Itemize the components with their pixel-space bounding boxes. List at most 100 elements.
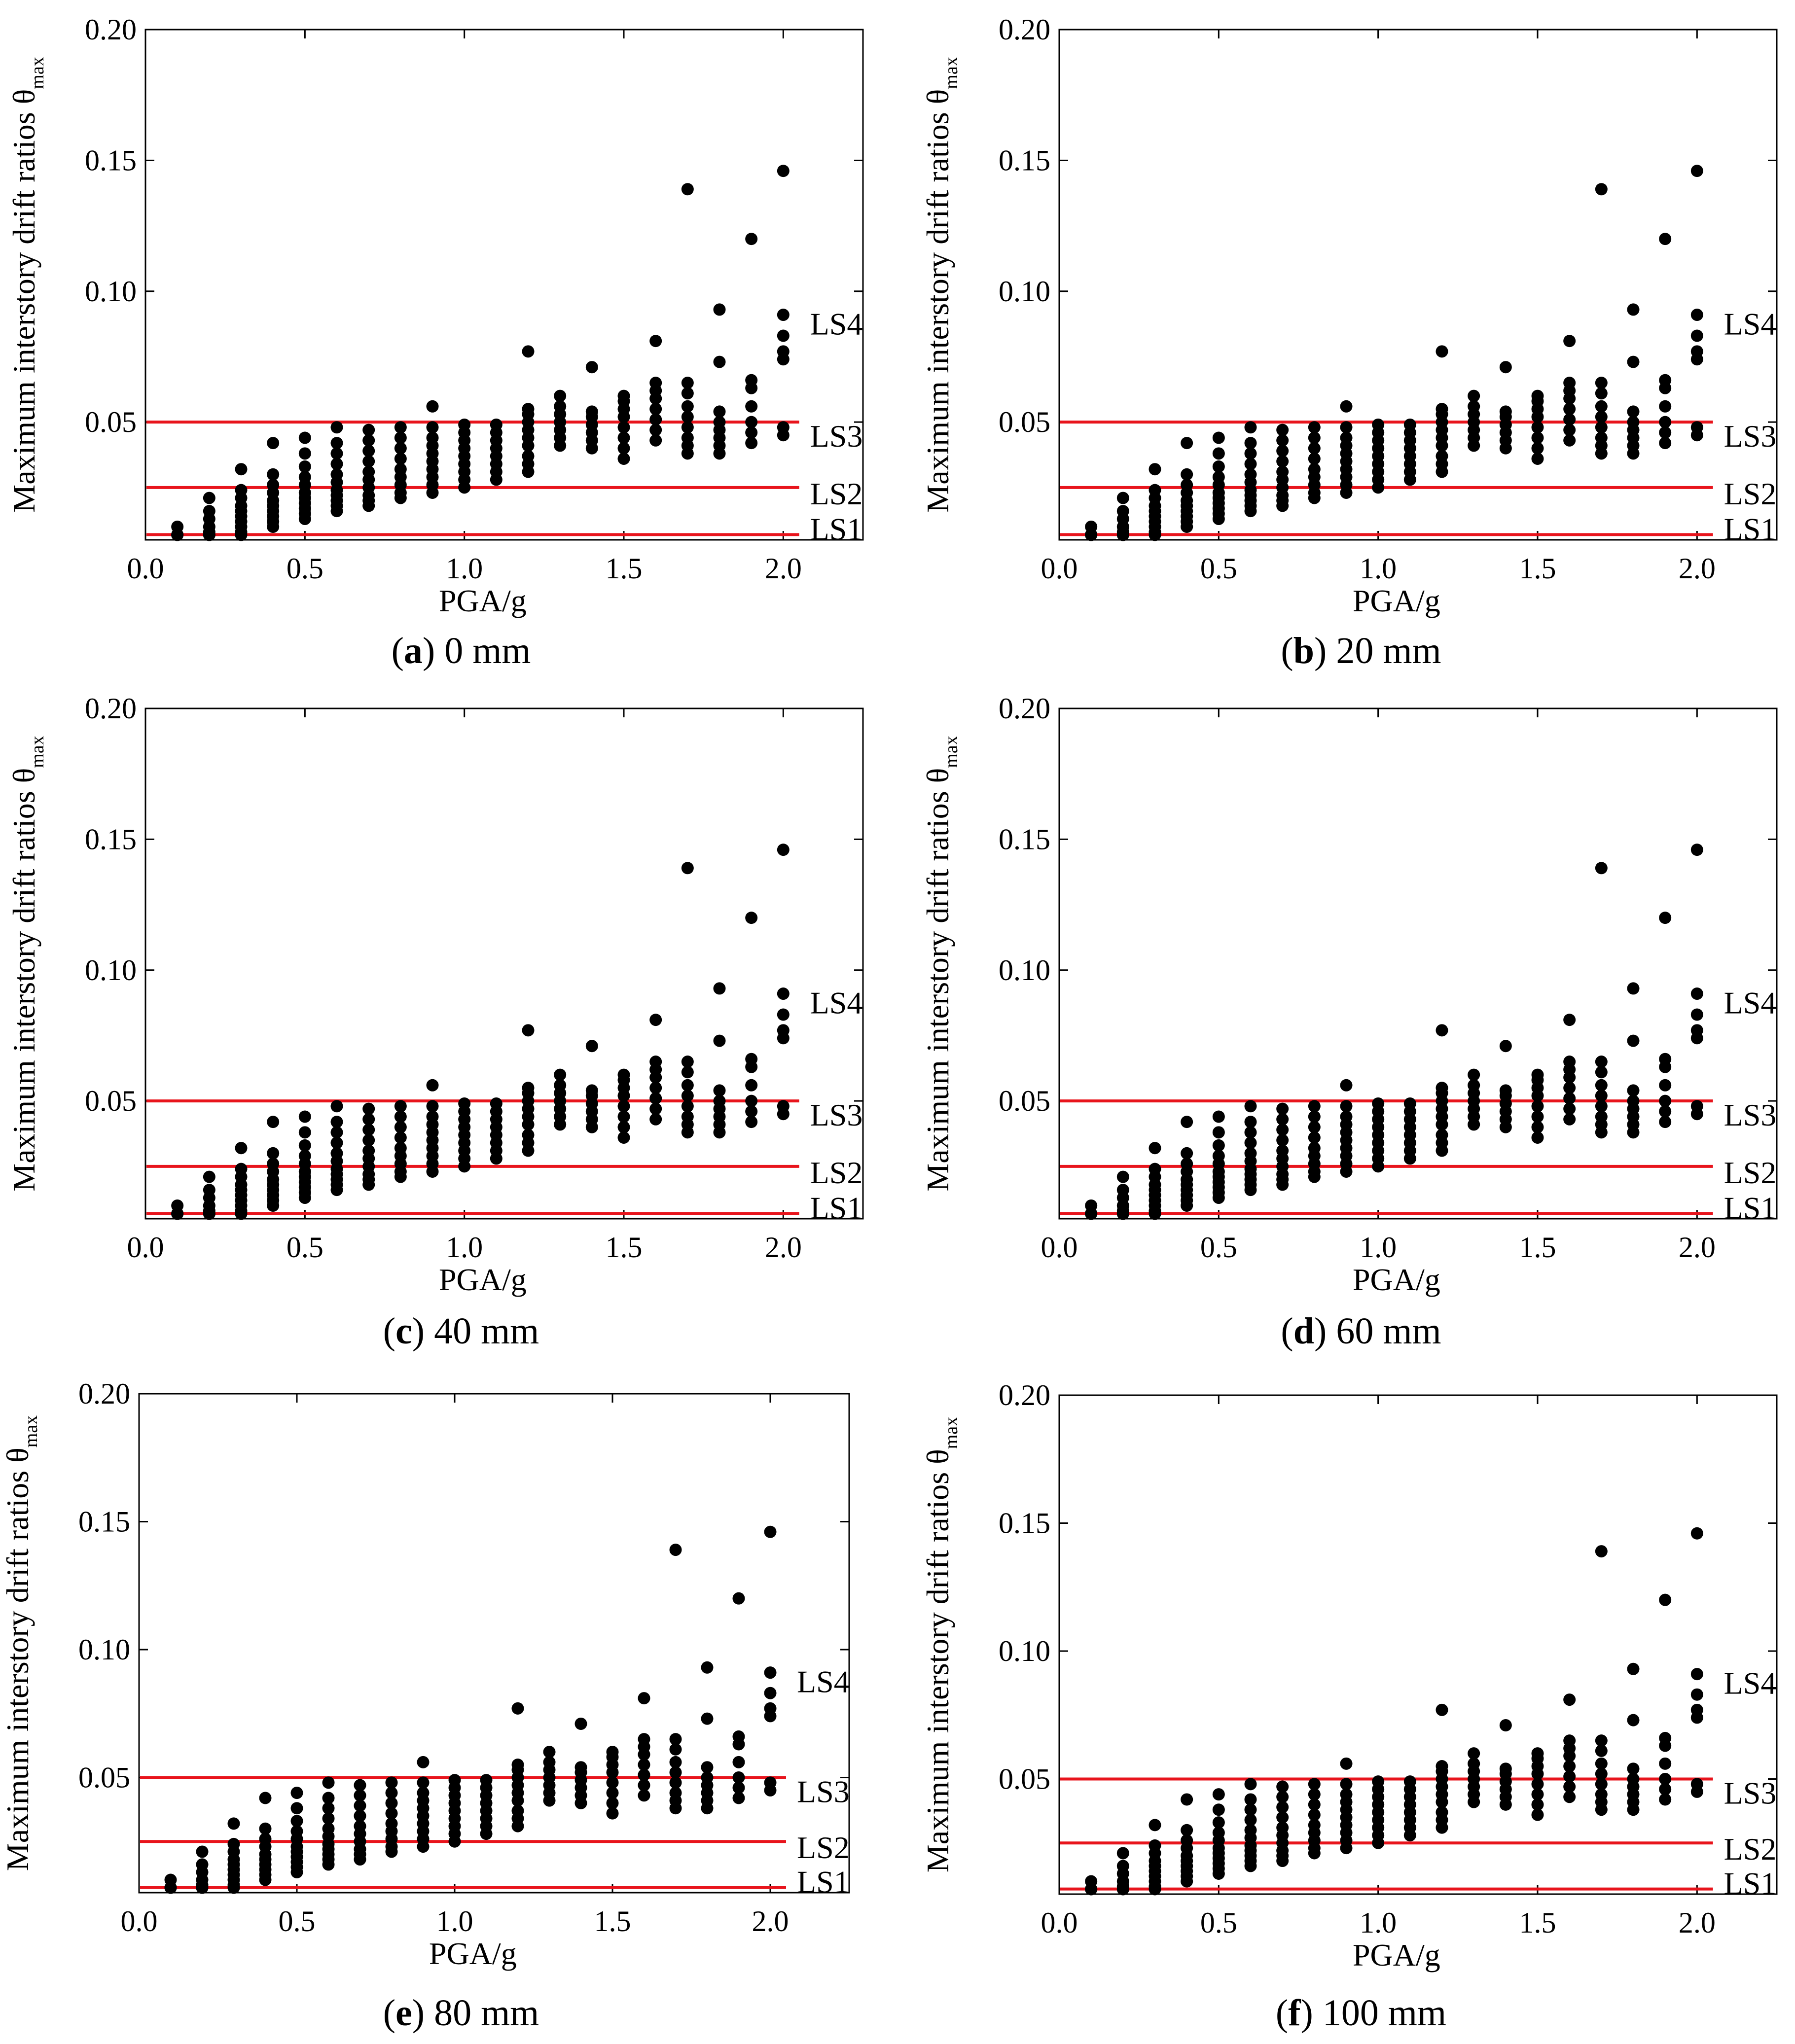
data-point — [1403, 1097, 1416, 1110]
data-point — [330, 447, 343, 460]
data-point — [362, 1134, 375, 1147]
data-point — [1659, 1593, 1672, 1606]
data-point — [1531, 1121, 1544, 1133]
data-point — [1690, 1024, 1703, 1037]
data-point — [267, 437, 280, 450]
caption-close-paren: ) — [423, 630, 444, 671]
data-point — [554, 1068, 567, 1081]
data-point — [777, 844, 790, 856]
chart-panel-f: 0.0 0.5 1.0 1.5 2.0 0.05 0.10 0.15 0.20 PGA/g Maxi… — [920, 1379, 1778, 2034]
data-point — [1595, 1757, 1608, 1770]
x-axis-title: PGA/g — [1353, 1262, 1440, 1297]
data-point — [1244, 1136, 1257, 1149]
data-point — [1149, 1819, 1161, 1832]
data-point — [1659, 1731, 1672, 1744]
data-point — [1690, 1778, 1703, 1791]
data-point — [1659, 426, 1672, 439]
data-point — [681, 1090, 694, 1102]
data-point — [713, 982, 726, 995]
limit-label-ls3: LS3 — [810, 1097, 863, 1132]
caption-close-paren: ) — [1314, 1310, 1336, 1352]
data-point — [713, 1094, 726, 1107]
data-point — [1563, 1760, 1576, 1773]
data-point — [203, 1170, 215, 1183]
data-point — [1436, 345, 1448, 358]
limit-label-ls3: LS3 — [810, 419, 863, 454]
data-point — [354, 1809, 366, 1822]
data-point — [1595, 1744, 1608, 1757]
y-axis-title: Maximum interstory drift ratios θmax — [920, 1417, 962, 1872]
data-point — [1531, 1778, 1544, 1791]
data-point — [385, 1797, 398, 1809]
x-tick-label: 2.0 — [752, 1905, 789, 1938]
data-point — [394, 1142, 407, 1155]
data-point — [1627, 1034, 1640, 1047]
data-point — [1308, 1778, 1321, 1791]
data-point — [617, 1121, 630, 1133]
x-tick-label: 0.5 — [1200, 1231, 1237, 1264]
data-point — [196, 1858, 209, 1871]
chart-panel-d: 0.0 0.5 1.0 1.5 2.0 0.05 0.10 0.15 0.20 PGA/g Maxi… — [920, 692, 1778, 1352]
data-point — [235, 1163, 248, 1175]
data-point — [267, 1158, 280, 1170]
data-point — [1436, 450, 1448, 462]
data-point — [617, 452, 630, 465]
panel-caption: (a) 0 mm — [392, 630, 531, 671]
data-point — [385, 1817, 398, 1830]
data-point — [448, 1774, 461, 1787]
data-point — [1340, 1100, 1353, 1113]
data-point — [417, 1787, 430, 1799]
data-point — [649, 413, 662, 426]
data-point — [1181, 468, 1193, 481]
y-axis-title-subscript: max — [21, 1415, 41, 1447]
data-point — [649, 1082, 662, 1094]
data-point — [1308, 1100, 1321, 1113]
caption-letter: f — [1288, 1992, 1301, 2034]
data-point — [1659, 1053, 1672, 1065]
x-tick-label: 1.5 — [1519, 1231, 1556, 1264]
x-tick-label: 2.0 — [765, 552, 802, 585]
data-point — [777, 345, 790, 358]
data-point — [732, 1792, 745, 1804]
data-point — [1276, 1124, 1289, 1136]
data-point — [585, 1040, 598, 1053]
data-point — [1244, 1824, 1257, 1836]
data-point — [1563, 423, 1576, 436]
data-point — [1563, 1014, 1576, 1026]
data-point — [259, 1792, 272, 1804]
data-point — [267, 479, 280, 492]
data-point — [1627, 1772, 1640, 1785]
data-point — [1085, 1875, 1098, 1888]
limit-label-ls1: LS1 — [797, 1865, 850, 1900]
data-point — [1149, 1839, 1161, 1852]
data-point — [681, 1100, 694, 1113]
data-point — [1308, 1121, 1321, 1133]
data-point — [235, 484, 248, 496]
data-point — [1563, 1113, 1576, 1126]
data-point — [574, 1761, 587, 1774]
data-point — [1085, 520, 1098, 533]
data-point — [1403, 418, 1416, 431]
y-tick-label: 0.15 — [85, 144, 137, 176]
y-tick-label: 0.15 — [85, 823, 137, 855]
data-point — [649, 335, 662, 348]
data-point — [522, 1024, 535, 1037]
data-point — [426, 1100, 439, 1113]
y-tick-label: 0.05 — [85, 1085, 137, 1117]
data-point — [1627, 303, 1640, 316]
data-point — [1531, 1808, 1544, 1821]
data-point — [426, 1110, 439, 1123]
data-point — [574, 1717, 587, 1730]
data-point — [362, 1144, 375, 1157]
data-point — [1276, 1801, 1289, 1814]
data-point — [1659, 416, 1672, 428]
data-point — [617, 1131, 630, 1144]
x-tick-label: 2.0 — [1679, 1906, 1716, 1939]
data-point — [330, 1136, 343, 1149]
data-point — [1308, 442, 1321, 455]
data-point — [1595, 1734, 1608, 1747]
data-point — [1212, 460, 1225, 473]
data-point — [681, 183, 694, 196]
data-point — [617, 1100, 630, 1113]
x-tick-label: 0.0 — [1041, 552, 1078, 585]
